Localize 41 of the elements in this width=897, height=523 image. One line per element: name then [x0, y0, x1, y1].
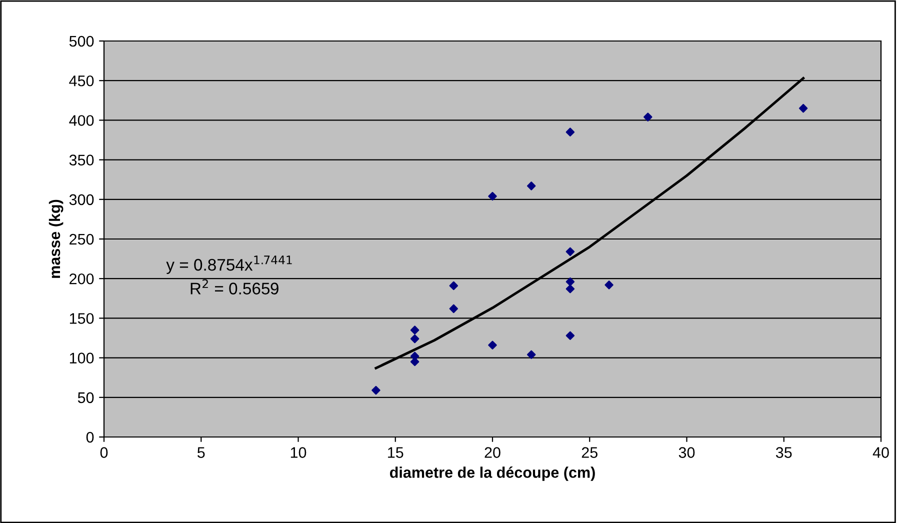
point [566, 331, 575, 340]
y-axis-title: masse (kg) [48, 200, 64, 278]
x-tick-label: 10 [290, 447, 306, 458]
y-tick-label: 250 [70, 234, 94, 245]
x-tick-label: 0 [100, 447, 108, 458]
point [526, 182, 536, 190]
y-tick-label: 0 [86, 432, 94, 443]
y-tick-label: 350 [69, 154, 94, 166]
x-tick-label: 30 [678, 447, 695, 458]
x-tick-label: 25 [582, 447, 598, 458]
point [566, 284, 575, 294]
point [410, 326, 420, 334]
point [566, 247, 575, 256]
x-tick-label: 5 [197, 447, 205, 458]
y-tick-label: 400 [69, 115, 94, 126]
x-tick-label: 15 [388, 447, 404, 458]
x-tick-label: 20 [484, 447, 500, 458]
point [526, 350, 536, 359]
point [566, 277, 575, 286]
x-axis-title: diametre de la découpe (cm) [390, 466, 595, 481]
point [566, 128, 575, 136]
y-tick-label: 50 [78, 392, 94, 404]
point [372, 386, 380, 395]
annotation: R$^{2}$ = 0.5659 [190, 279, 278, 294]
annotation: y = 0.8754x$^{1.7441}$ [166, 256, 292, 274]
point [449, 304, 458, 314]
y-tick-label: 150 [70, 313, 94, 324]
point [644, 112, 652, 122]
point [488, 340, 497, 350]
point [449, 281, 458, 290]
y-tick-label: 450 [69, 75, 94, 86]
y-tick-label: 300 [69, 194, 94, 206]
y-tick-label: 100 [70, 352, 94, 364]
point [604, 280, 614, 290]
x-tick-label: 35 [776, 447, 792, 458]
y-tick-label: 500 [69, 36, 94, 47]
point [488, 192, 497, 201]
point [798, 104, 808, 113]
point [410, 334, 420, 344]
x-tick-label: 40 [872, 447, 889, 458]
y-tick-label: 200 [70, 273, 94, 284]
